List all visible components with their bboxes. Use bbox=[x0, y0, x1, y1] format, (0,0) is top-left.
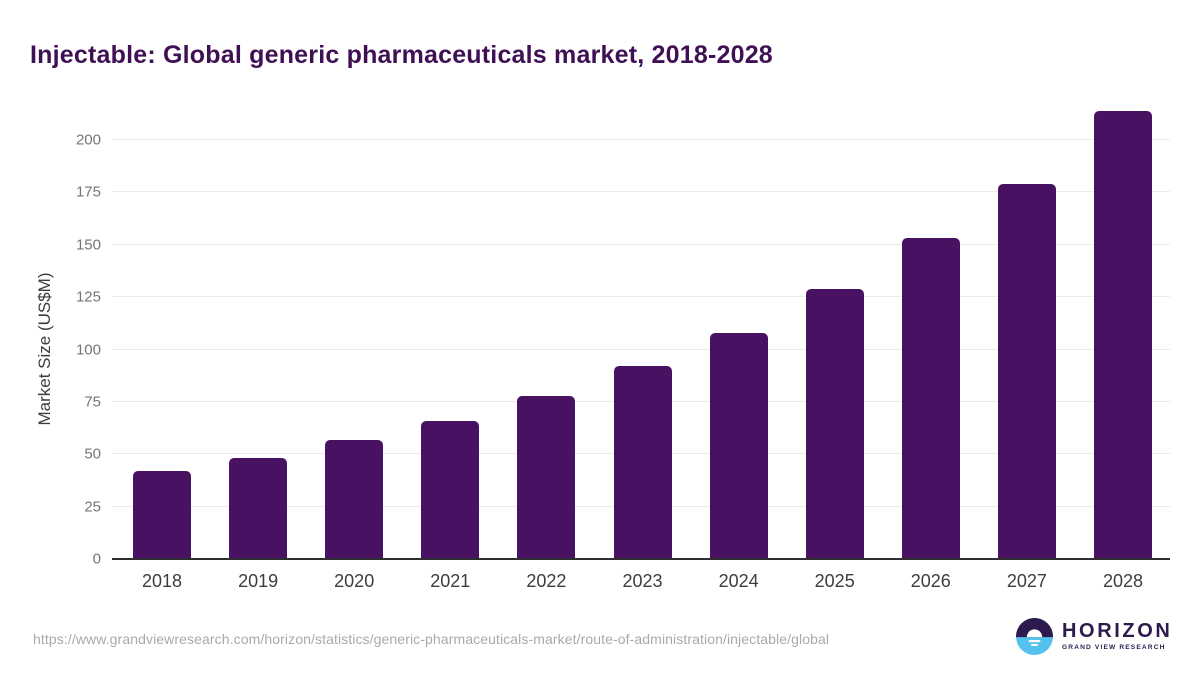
bar-2020 bbox=[325, 439, 384, 559]
y-tick-label: 125 bbox=[75, 288, 101, 306]
y-tick-label: 175 bbox=[75, 183, 101, 201]
x-tick-label: 2021 bbox=[430, 571, 471, 591]
logo-tagline: GRAND VIEW RESEARCH bbox=[1062, 644, 1166, 652]
bar-2024 bbox=[709, 332, 768, 559]
bar-2027 bbox=[997, 184, 1056, 559]
x-tick-label: 2026 bbox=[910, 571, 951, 591]
bar-2022 bbox=[517, 395, 576, 559]
y-tick-label: 150 bbox=[75, 236, 101, 254]
gridline bbox=[112, 243, 1170, 245]
bar-2025 bbox=[805, 288, 864, 559]
y-tick-label: 200 bbox=[75, 131, 101, 149]
gridline bbox=[112, 139, 1170, 140]
x-tick-label: 2019 bbox=[238, 571, 279, 591]
horizon-logo: HORIZON GRAND VIEW RESEARCH bbox=[1016, 618, 1172, 655]
y-tick-label: 100 bbox=[75, 341, 101, 358]
x-tick-label: 2020 bbox=[334, 571, 375, 591]
x-tick-label: 2028 bbox=[1102, 571, 1144, 591]
gridline bbox=[112, 348, 1170, 350]
y-axis-title: Market Size (US$M) bbox=[35, 272, 54, 426]
gridline bbox=[112, 296, 1170, 298]
x-tick-label: 2024 bbox=[718, 571, 759, 591]
horizon-sunset-circle-icon bbox=[1016, 618, 1053, 655]
y-tick-label: 0 bbox=[92, 550, 101, 568]
x-tick-label: 2023 bbox=[622, 571, 663, 591]
y-tick-label: 75 bbox=[84, 393, 101, 411]
x-tick-label: 2027 bbox=[1006, 571, 1047, 591]
bar-2019 bbox=[229, 458, 288, 559]
gridline bbox=[112, 191, 1170, 193]
bar-2028 bbox=[1094, 110, 1152, 559]
x-axis-line bbox=[112, 558, 1170, 560]
logo-text: HORIZON GRAND VIEW RESEARCH bbox=[1062, 621, 1172, 652]
source-url: https://www.grandviewresearch.com/horizo… bbox=[33, 631, 830, 647]
y-tick-label: 25 bbox=[84, 498, 101, 516]
bar-2021 bbox=[421, 420, 480, 559]
logo-name: HORIZON bbox=[1062, 620, 1173, 643]
x-tick-label: 2025 bbox=[814, 571, 855, 591]
x-tick-label: 2018 bbox=[141, 571, 183, 591]
chart-title: Injectable: Global generic pharmaceutica… bbox=[30, 40, 773, 69]
x-tick-label: 2022 bbox=[526, 571, 567, 591]
plot-area: 0 25 50 75 100 125 150 175 200 2018 2019 2020 2021 20… bbox=[76, 110, 1170, 590]
y-tick-label: 50 bbox=[84, 445, 101, 463]
bar-2023 bbox=[613, 366, 672, 559]
bar-2026 bbox=[901, 238, 960, 559]
bar-2018 bbox=[133, 471, 191, 559]
